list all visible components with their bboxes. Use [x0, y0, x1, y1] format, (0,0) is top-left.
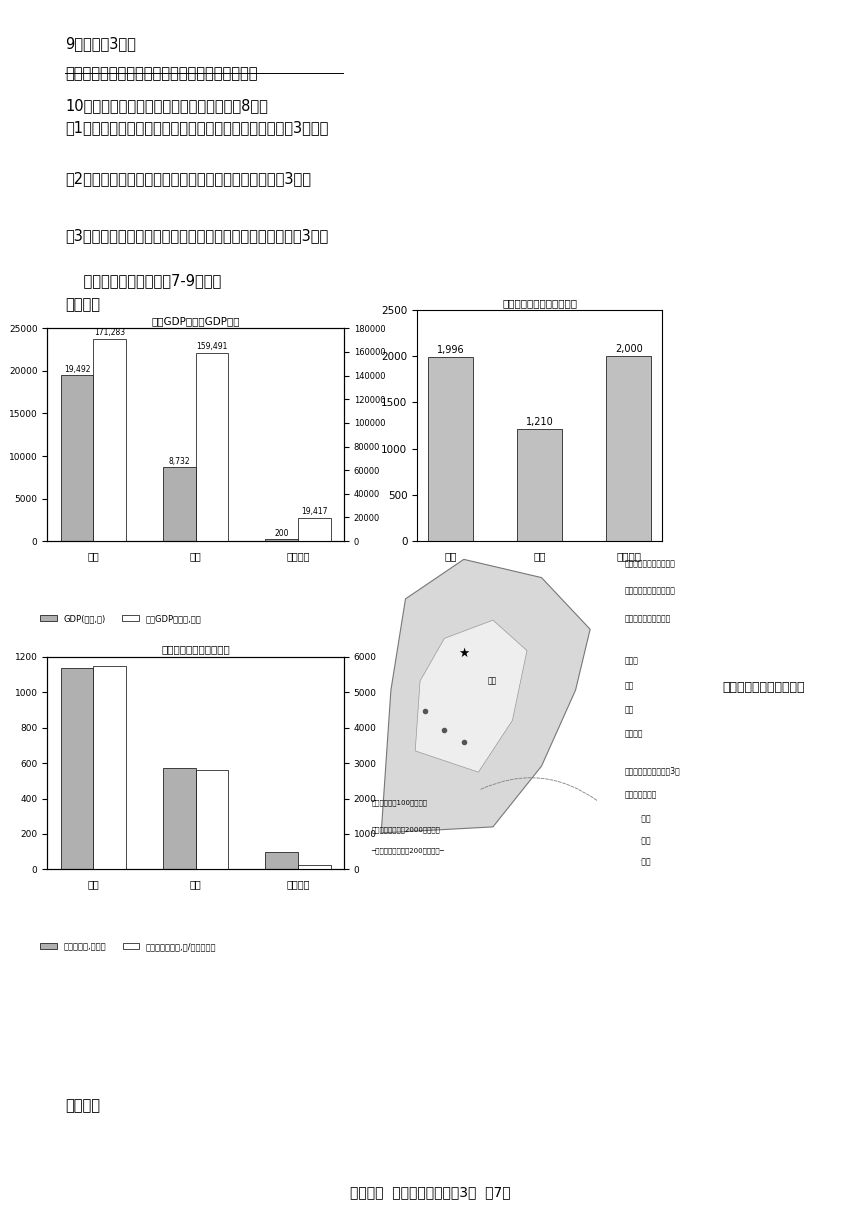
Text: 区和上海浦东新区之后又: 区和上海浦东新区之后又 — [624, 587, 675, 596]
Title: 三地GDP和人均GDP比较: 三地GDP和人均GDP比较 — [151, 316, 240, 326]
Text: 河徙逼开封有议迁籓府三司于许州者恪言非便遂寝: 河徙逼开封有议迁籓府三司于许州者恪言非便遂寝 — [65, 66, 257, 80]
Bar — [518, 429, 562, 541]
Text: 200: 200 — [274, 529, 289, 539]
Text: 远期控制区面积约2000平方公里: 远期控制区面积约2000平方公里 — [372, 827, 440, 833]
Bar — [61, 668, 94, 869]
Text: ─中期发展区面积约200平方公里─: ─中期发展区面积约200平方公里─ — [372, 848, 445, 854]
Bar — [61, 376, 94, 541]
Text: 10、把文中画横线的句子翻译成现代汉语（8分）: 10、把文中画横线的句子翻译成现代汉语（8分） — [65, 98, 267, 113]
Text: （2）中使携盐数百腌，抑卖于民，为恪所持阻不行。（3分）: （2）中使携盐数百腌，抑卖于民，为恪所持阻不行。（3分） — [65, 171, 311, 186]
Text: 保定腹地: 保定腹地 — [624, 730, 642, 738]
Text: 规划范围：涉及河北省3县: 规划范围：涉及河北省3县 — [624, 766, 680, 775]
Text: 19,417: 19,417 — [301, 507, 328, 517]
Text: 9、断句（3分）: 9、断句（3分） — [65, 36, 136, 51]
Text: 地处：: 地处： — [624, 657, 638, 665]
Text: 171,283: 171,283 — [95, 328, 126, 337]
Bar — [428, 356, 473, 541]
Bar — [298, 865, 330, 869]
Text: 1,996: 1,996 — [437, 345, 464, 355]
Text: 8,732: 8,732 — [169, 456, 190, 466]
Polygon shape — [381, 559, 590, 833]
Text: 天津: 天津 — [624, 705, 634, 714]
Bar — [195, 353, 229, 541]
Text: （资料来源于百度图片）: （资料来源于百度图片） — [722, 681, 805, 694]
Text: ·容城: ·容城 — [639, 837, 650, 845]
Text: ·安新: ·安新 — [639, 857, 650, 866]
Text: 材料二：: 材料二： — [65, 1098, 100, 1113]
Bar — [94, 666, 126, 869]
Bar — [195, 770, 229, 869]
Text: 2,000: 2,000 — [615, 344, 642, 354]
Legend: GDP(左轴,亿), 人均GDP（右轴,元）: GDP(左轴,亿), 人均GDP（右轴,元） — [37, 610, 205, 626]
Text: 阅读下面的文字，完成7-9小题。: 阅读下面的文字，完成7-9小题。 — [65, 274, 221, 288]
Bar — [265, 540, 298, 541]
Text: 起步区面积约100平方公里: 起步区面积约100平方公里 — [372, 799, 427, 806]
Text: 19,492: 19,492 — [64, 365, 90, 375]
Bar — [298, 518, 330, 541]
Text: （3）及为巡抚，以所部多王府，持法尤严，宗人多不悦。（3分）: （3）及为巡抚，以所部多王府，持法尤严，宗人多不悦。（3分） — [65, 229, 329, 243]
Bar — [163, 467, 195, 541]
Text: ★: ★ — [458, 647, 470, 660]
Text: 雄安新区是继深圳经济特: 雄安新区是继深圳经济特 — [624, 559, 675, 568]
Text: 材料一：: 材料一： — [65, 297, 100, 311]
Polygon shape — [415, 620, 527, 772]
Title: 三地面积比较（平方公里）: 三地面积比较（平方公里） — [502, 298, 577, 308]
Text: （1）勘无验，坐恣入王府误行端礼门，欲以平二王忿。（3分）。: （1）勘无验，坐恣入王府误行端礼门，欲以平二王忿。（3分）。 — [65, 120, 329, 135]
Text: 一具有全国意义的新区: 一具有全国意义的新区 — [624, 614, 671, 623]
Text: ·雄县: ·雄县 — [639, 815, 650, 823]
Legend: 人口（左轴,万人）, 人口密度（右轴,人/平方公里）: 人口（左轴,万人）, 人口密度（右轴,人/平方公里） — [37, 939, 220, 955]
Text: 初三年级  语文试卷（四）第3页  共7页: 初三年级 语文试卷（四）第3页 共7页 — [350, 1186, 510, 1200]
Bar — [163, 769, 195, 869]
Bar — [606, 356, 651, 541]
Text: 159,491: 159,491 — [196, 342, 228, 350]
Text: 北京: 北京 — [624, 681, 634, 689]
Text: 及周边部分区域: 及周边部分区域 — [624, 790, 656, 799]
Text: 1,210: 1,210 — [525, 417, 554, 428]
Bar — [94, 338, 126, 541]
Text: 天津: 天津 — [488, 676, 497, 686]
Title: 三地人口及人口密度比较: 三地人口及人口密度比较 — [162, 644, 230, 654]
Bar — [265, 851, 298, 869]
